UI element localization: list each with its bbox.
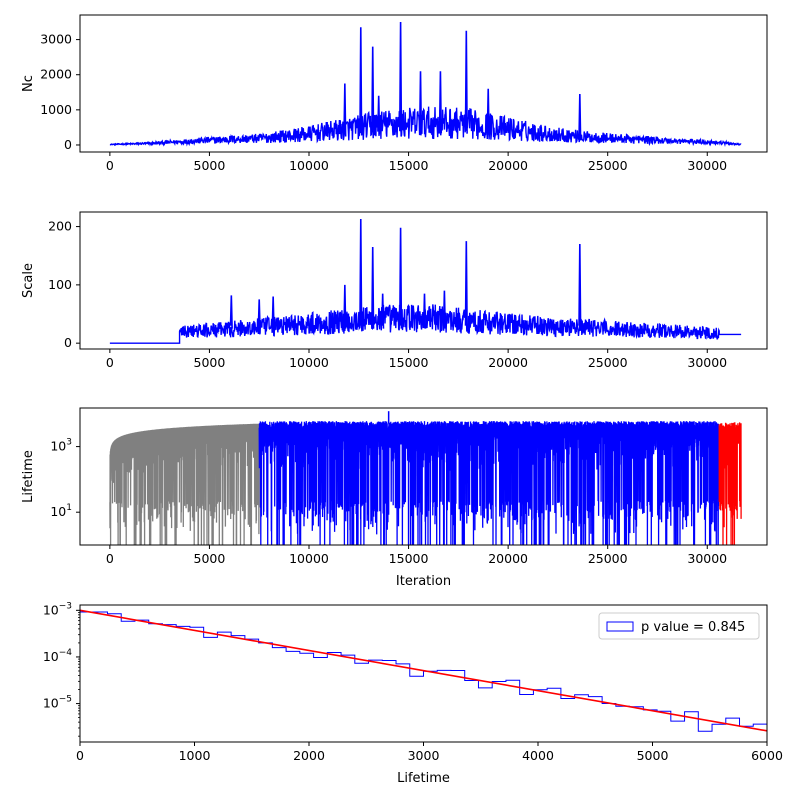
scale-spike (257, 299, 261, 329)
nc-xtick-label: 10000 (289, 158, 329, 173)
nc-ytick-label: 1000 (40, 102, 72, 117)
scale-spike (422, 293, 427, 329)
scale-panel: 0 5000 10000 15000 20000 25000 30000 0 100 200 Sca… (21, 211, 768, 370)
lifetime-xtick-label: 25000 (588, 551, 628, 566)
nc-xtick-label: 25000 (588, 158, 628, 173)
hist-ytick-label: 10−3 (43, 601, 72, 617)
nc-spike (371, 46, 375, 135)
scale-ylabel: Scale (21, 263, 36, 298)
hist-ytick-label: 10−4 (43, 648, 72, 664)
legend-box (598, 612, 760, 640)
hist-xtick-label: 6000 (751, 748, 783, 763)
lifetime-axes-frame (79, 407, 768, 546)
nc-spike (343, 83, 347, 137)
nc-xtick-label: 5000 (194, 158, 226, 173)
lifetime-xtick-label: 30000 (687, 551, 727, 566)
nc-series-line (109, 106, 742, 148)
scale-ytick-label: 200 (48, 219, 72, 234)
hist-xtick-label: 3000 (408, 748, 440, 763)
nc-spike (418, 71, 423, 134)
lifetime-ytick-label: 101 (50, 503, 72, 519)
scale-spike (359, 218, 363, 329)
lifetime-main-series (258, 421, 720, 545)
scale-axes-frame (79, 211, 768, 350)
lifetime-panel: 0 5000 10000 15000 20000 25000 30000 101 103 Life… (21, 407, 768, 589)
hist-ytick-label: 10−5 (43, 695, 72, 711)
nc-spike (359, 27, 363, 136)
hist-xtick-label: 2000 (293, 748, 325, 763)
nc-xtick-label: 0 (106, 158, 114, 173)
lifetime-xtick-label: 20000 (488, 551, 528, 566)
hist-xtick-label: 0 (76, 748, 84, 763)
nc-ytick-label: 3000 (40, 32, 72, 47)
nc-axes-frame (79, 14, 768, 153)
scale-series-line (109, 303, 742, 344)
scale-spike (381, 293, 385, 329)
scale-xtick-label: 0 (106, 355, 114, 370)
legend-label: p value = 0.845 (641, 620, 745, 635)
scale-spike (442, 290, 447, 329)
nc-spike (399, 22, 403, 134)
hist-xtick-label: 4000 (522, 748, 554, 763)
lifetime-xtick-label: 5000 (194, 551, 226, 566)
scale-xtick-label: 10000 (289, 355, 329, 370)
scale-xtick-label: 20000 (488, 355, 528, 370)
nc-ylabel: Nc (21, 75, 36, 92)
lifetime-xtick-label: 0 (106, 551, 114, 566)
nc-xtick-label: 20000 (488, 158, 528, 173)
nc-panel: 0 5000 10000 15000 20000 25000 30000 0 1000 2000 3… (21, 14, 768, 173)
legend: p value = 0.845 (598, 612, 760, 640)
lifetime-xtick-label: 15000 (389, 551, 429, 566)
lifetime-xlabel: Iteration (396, 574, 451, 589)
hist-xtick-label: 1000 (179, 748, 211, 763)
nc-ytick-label: 0 (64, 137, 72, 152)
hist-xtick-label: 5000 (637, 748, 669, 763)
scale-xtick-label: 15000 (389, 355, 429, 370)
hist-xlabel: Lifetime (397, 771, 450, 786)
scale-ytick-label: 100 (48, 277, 72, 292)
scale-xtick-label: 30000 (687, 355, 727, 370)
nc-spike (578, 94, 582, 141)
scale-xtick-label: 5000 (194, 355, 226, 370)
scale-spike (229, 295, 233, 329)
scale-spike (578, 244, 582, 329)
lifetime-tail-series (718, 422, 742, 545)
scale-spike (464, 241, 468, 329)
fit-line (80, 609, 767, 732)
legend-swatch (606, 621, 634, 632)
nc-spike (438, 71, 443, 134)
nc-spike (464, 30, 468, 134)
nc-xtick-label: 15000 (389, 158, 429, 173)
lifetime-ytick-label: 103 (50, 438, 72, 454)
scale-spike (371, 246, 375, 329)
lifetime-burnin-series (109, 423, 260, 545)
scale-spike (399, 227, 403, 329)
nc-ytick-label: 2000 (40, 67, 72, 82)
nc-spike (486, 88, 490, 136)
nc-xtick-label: 30000 (687, 158, 727, 173)
lifetime-xtick-label: 10000 (289, 551, 329, 566)
scale-spike (271, 296, 275, 329)
lifetime-ylabel: Lifetime (21, 450, 36, 503)
nc-spike (377, 95, 381, 135)
scale-spike (343, 284, 347, 329)
lifetime-histogram-panel: 0 1000 2000 3000 4000 5000 6000 10−5 10−4 10−3 Lif… (43, 601, 783, 786)
scale-xtick-label: 25000 (588, 355, 628, 370)
scale-ytick-label: 0 (64, 335, 72, 350)
